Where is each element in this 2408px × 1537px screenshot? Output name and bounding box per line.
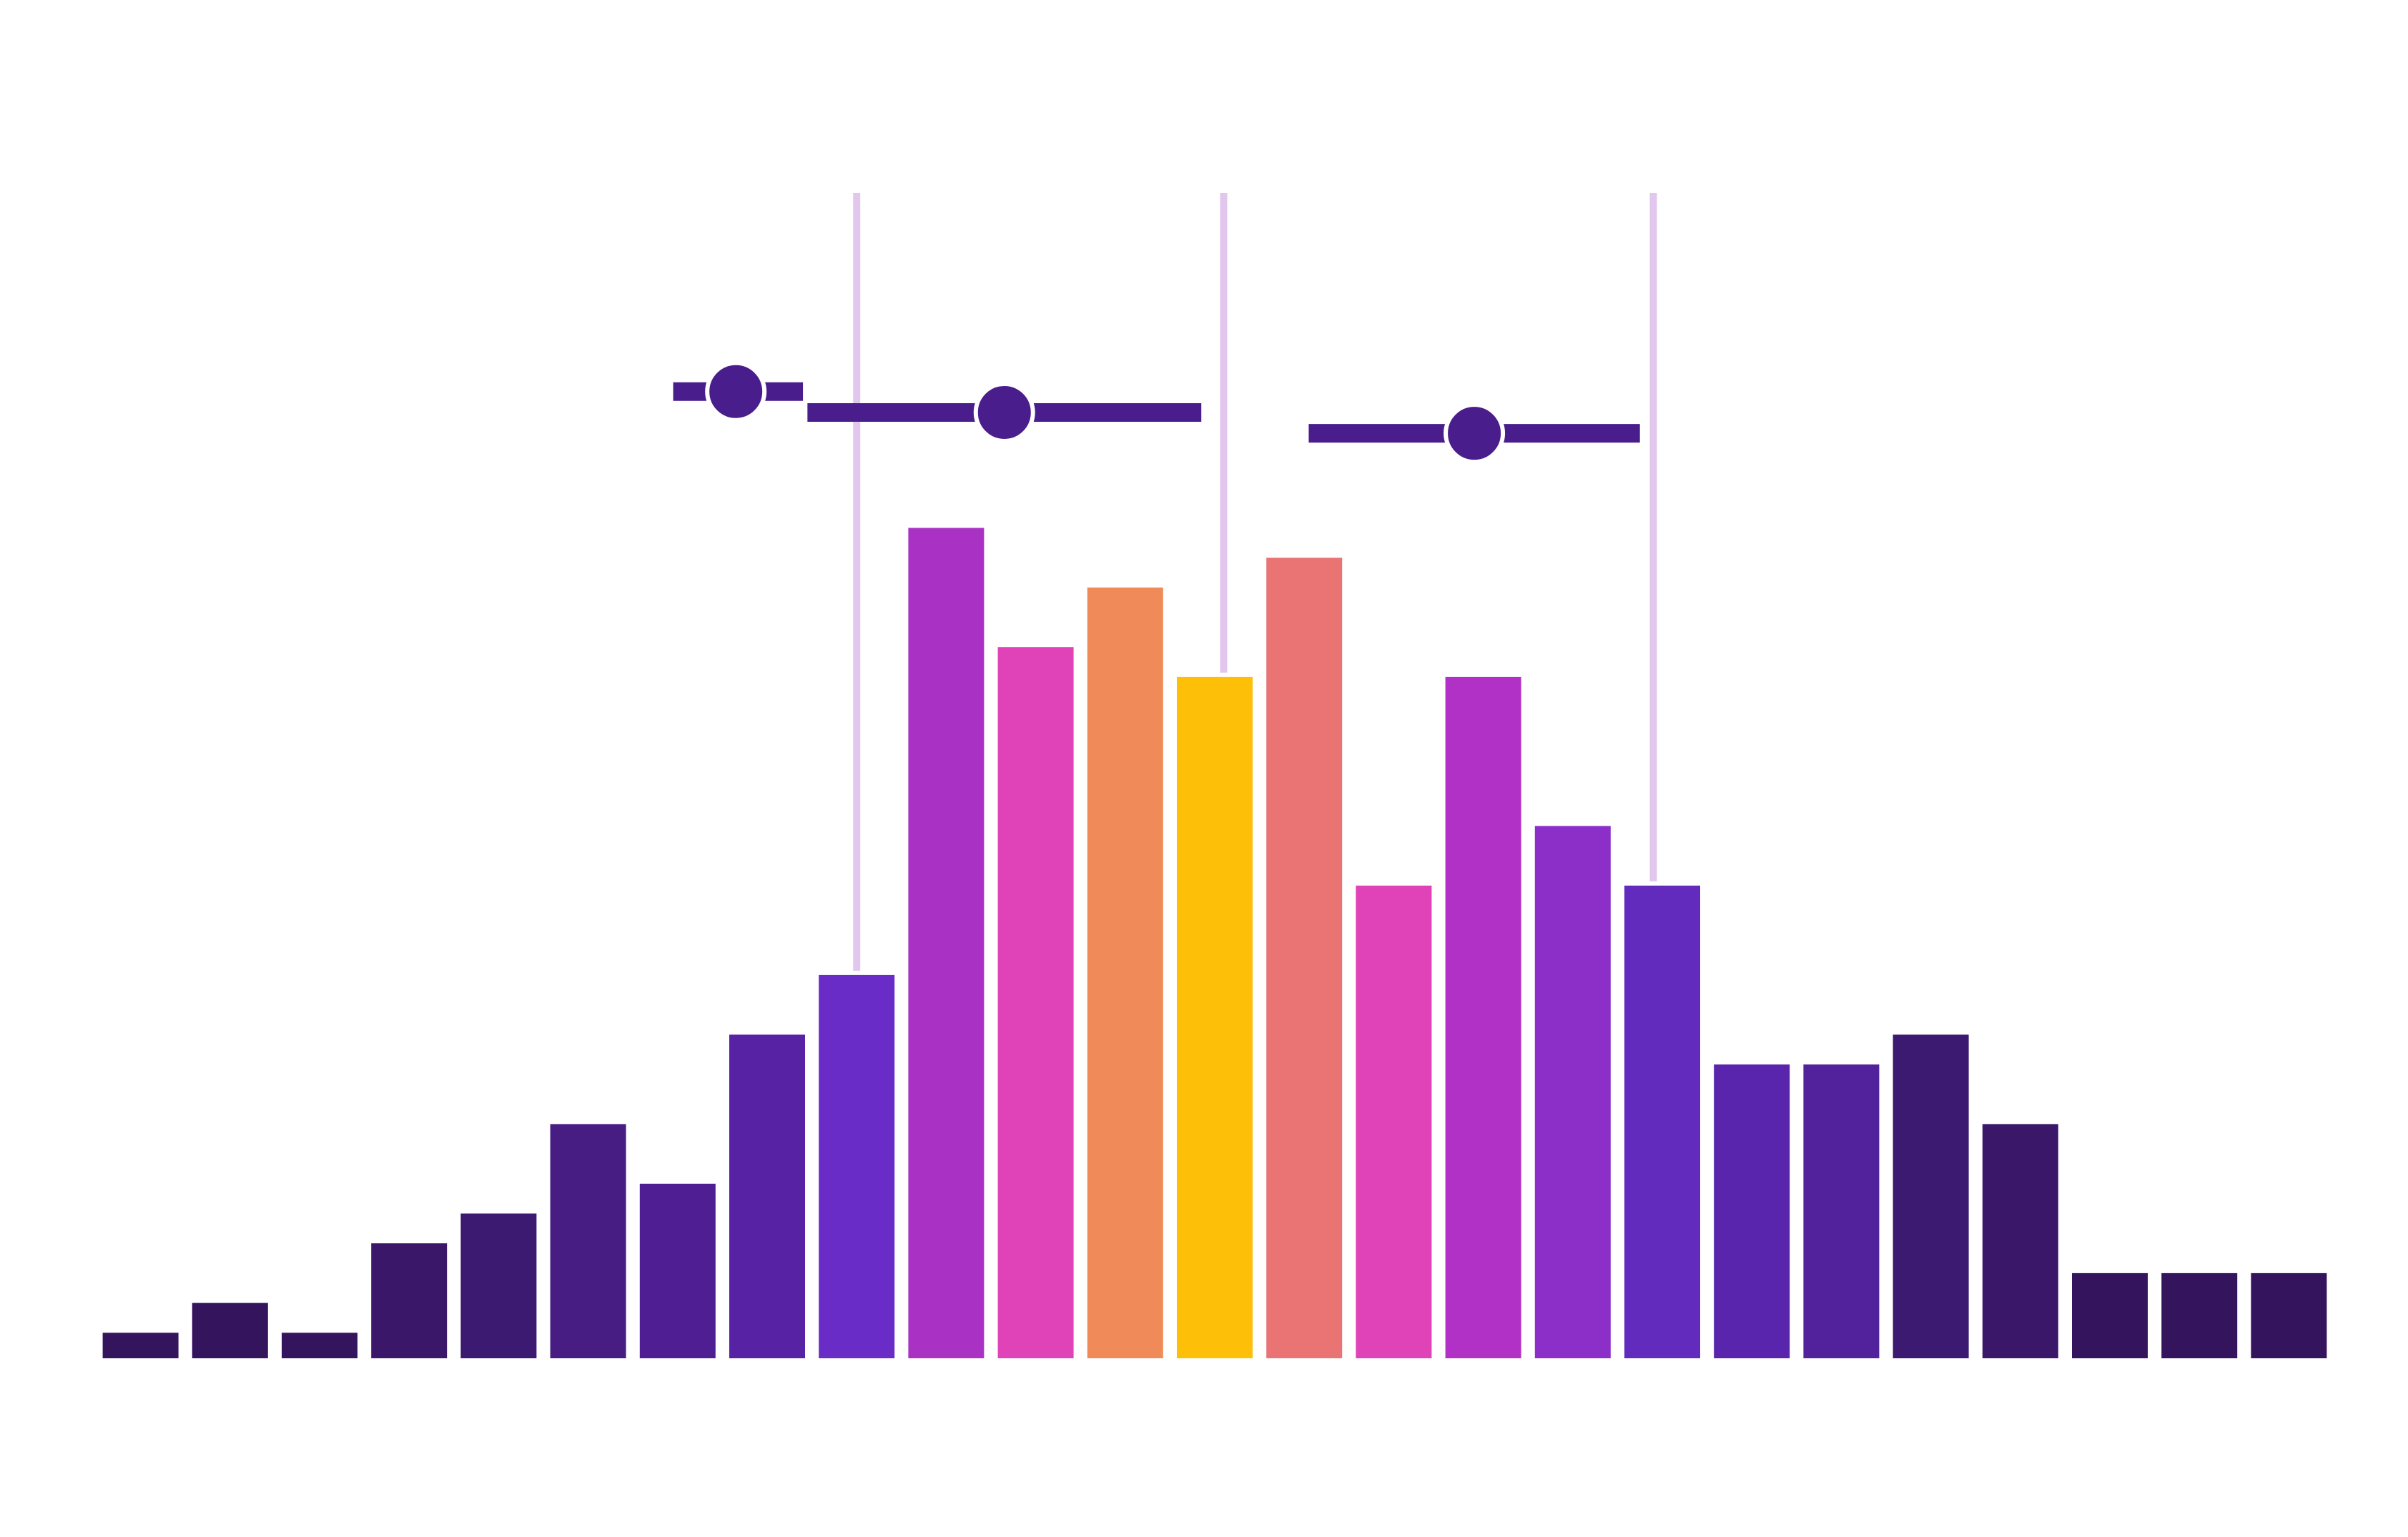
bars <box>98 523 2331 1363</box>
bar-20 <box>1799 1060 1884 1363</box>
interval-markers <box>673 360 1640 465</box>
bar-12 <box>1082 583 1168 1363</box>
bar-7 <box>635 1179 720 1363</box>
interval-point-2 <box>973 381 1035 443</box>
interval-3 <box>1308 402 1640 465</box>
bar-5 <box>456 1209 541 1363</box>
bar-14 <box>1262 553 1347 1363</box>
interval-point-1 <box>705 360 767 422</box>
bar-3 <box>277 1328 362 1363</box>
bar-24 <box>2157 1268 2242 1363</box>
bar-2 <box>187 1298 272 1363</box>
bar-25 <box>2246 1268 2331 1363</box>
bar-22 <box>1978 1120 2063 1363</box>
bar-1 <box>98 1328 183 1363</box>
bar-15 <box>1351 881 1436 1363</box>
bar-9 <box>814 970 899 1363</box>
bar-4 <box>367 1239 452 1363</box>
bar-8 <box>725 1030 809 1363</box>
bar-18 <box>1620 881 1704 1363</box>
bar-11 <box>993 643 1078 1363</box>
bar-17 <box>1530 821 1615 1363</box>
bar-6 <box>546 1120 631 1363</box>
bar-23 <box>2068 1268 2152 1363</box>
interval-2 <box>807 381 1202 443</box>
bar-10 <box>904 523 989 1363</box>
interval-1 <box>673 360 804 422</box>
interval-point-3 <box>1444 402 1506 465</box>
bar-21 <box>1888 1030 1973 1363</box>
bar-19 <box>1709 1060 1795 1363</box>
bar-13 <box>1173 672 1257 1363</box>
bar-16 <box>1441 672 1526 1363</box>
